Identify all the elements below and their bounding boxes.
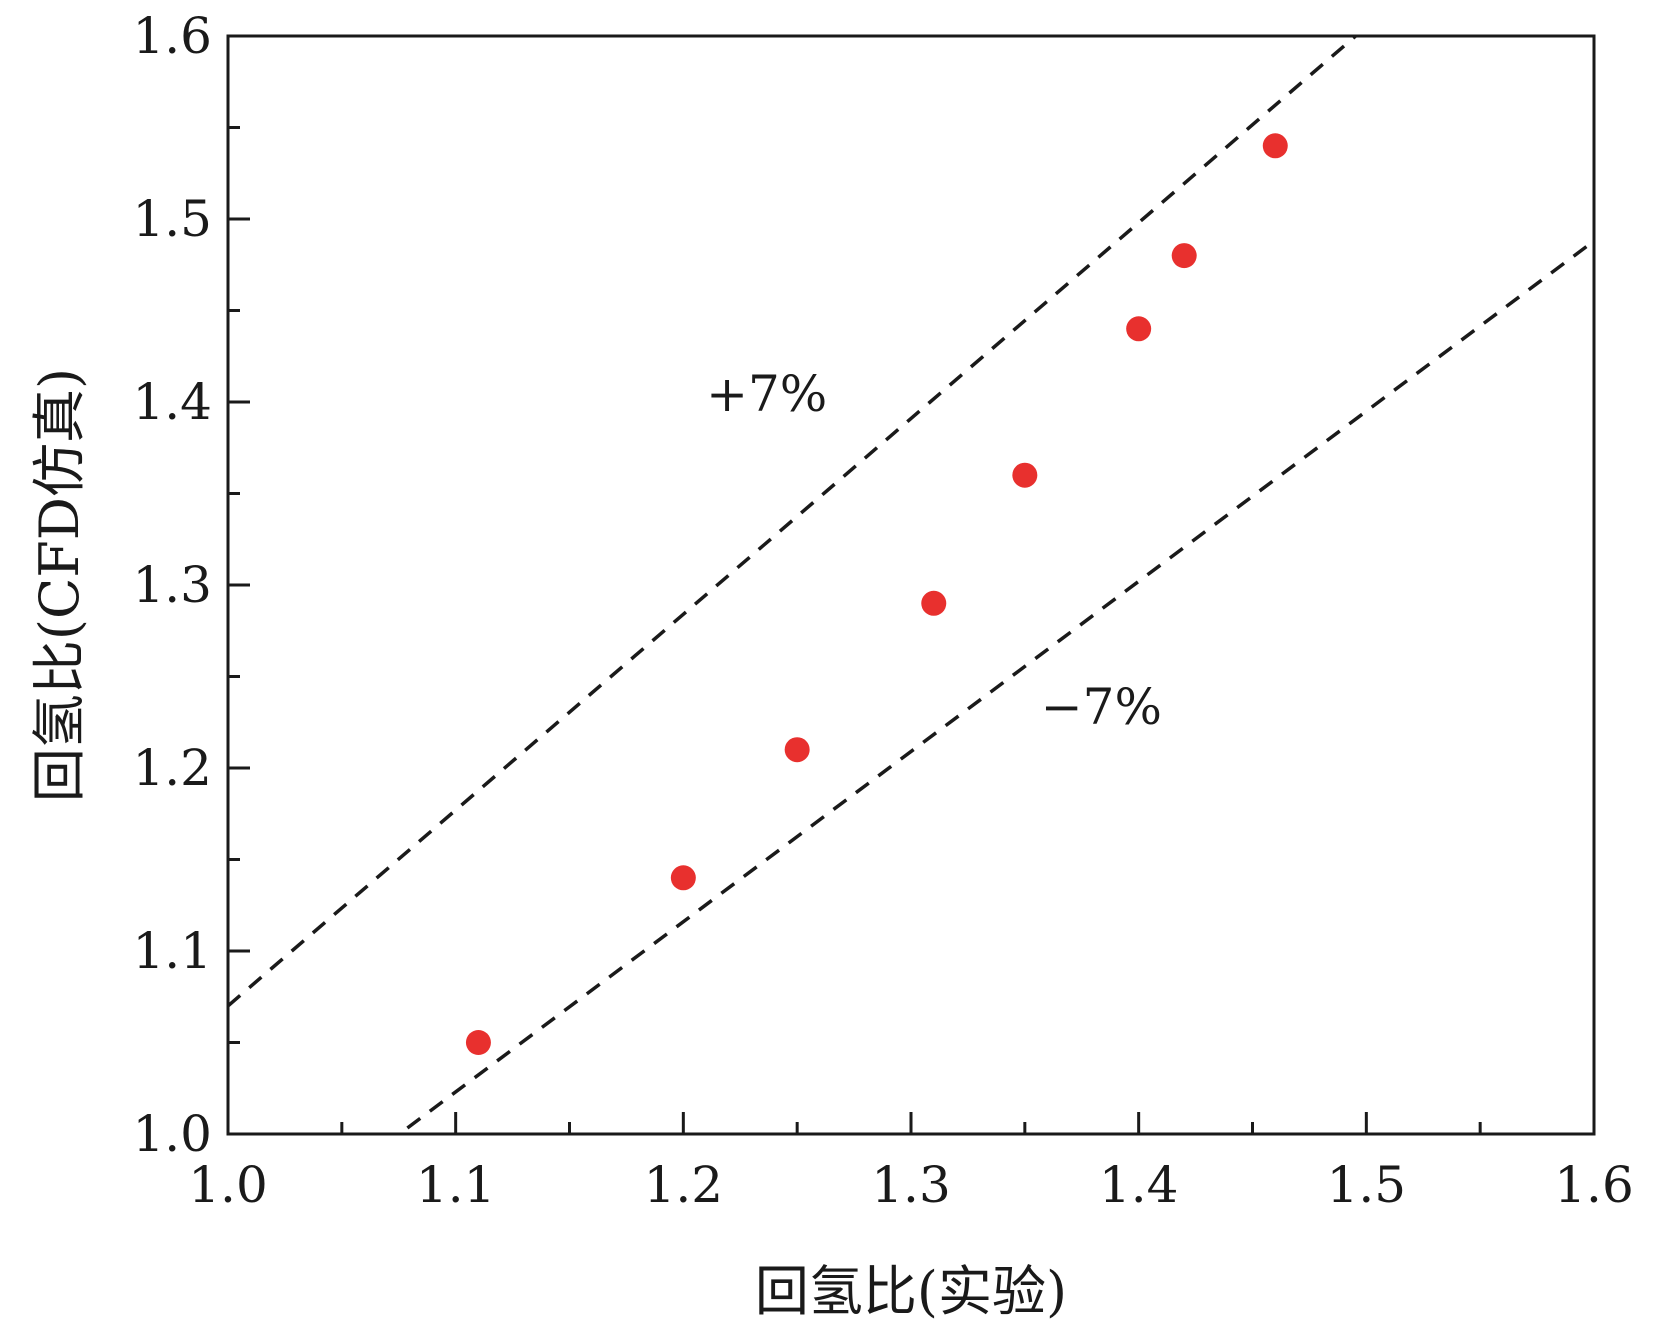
reference-lines [228, 36, 1594, 1134]
axis-tick-labels: 1.0 1.1 1.2 1.3 1.4 1.5 1.6 1.0 1.1 1.2 1.3 1.4 1.5 1… [132, 7, 1633, 1214]
y-tick-label: 1.5 [132, 190, 212, 248]
y-tick-label: 1.6 [132, 7, 212, 65]
data-point [784, 737, 810, 763]
data-point [670, 865, 696, 891]
x-tick-label: 1.1 [416, 1156, 496, 1214]
y-tick-label: 1.2 [132, 739, 212, 797]
x-tick-label: 1.3 [871, 1156, 951, 1214]
reference-line-1 [228, 36, 1359, 1008]
reference-line-2 [396, 239, 1594, 1134]
data-point [1262, 133, 1288, 159]
x-tick-label: 1.0 [188, 1156, 268, 1214]
annotations: +7% −7% [706, 365, 1162, 736]
y-tick-label: 1.1 [132, 922, 212, 980]
minus-7-percent-label: −7% [1041, 678, 1162, 736]
x-tick-label: 1.2 [644, 1156, 724, 1214]
y-axis-title: 回氢比(CFD仿真) [28, 368, 91, 802]
y-tick-label: 1.3 [132, 556, 212, 614]
data-points [465, 133, 1288, 1055]
data-point [465, 1030, 491, 1055]
data-point [1171, 243, 1197, 269]
y-tick-label: 1.4 [132, 373, 212, 431]
x-tick-label: 1.5 [1327, 1156, 1407, 1214]
data-point [1012, 462, 1038, 488]
y-tick-label: 1.0 [132, 1105, 212, 1163]
data-point [921, 590, 947, 616]
data-point [1126, 316, 1152, 342]
axis-ticks [226, 34, 1596, 1136]
x-axis-title: 回氢比(实验) [755, 1260, 1067, 1323]
x-tick-label: 1.6 [1554, 1156, 1634, 1214]
plot-frame [226, 34, 1596, 1136]
x-tick-label: 1.4 [1099, 1156, 1179, 1214]
plus-7-percent-label: +7% [706, 365, 827, 423]
